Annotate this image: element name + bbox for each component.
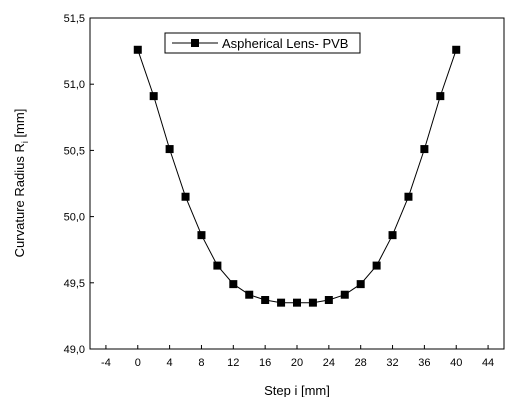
data-point	[436, 92, 445, 101]
y-axis-ticks: 49,0 49,5 50,0 50,5 51,0 51,5	[64, 13, 94, 356]
legend: Aspherical Lens- PVB	[164, 32, 361, 54]
y-axis-title-main: Curvature Radius R	[12, 143, 27, 257]
data-point	[372, 261, 381, 270]
legend-marker	[191, 39, 199, 47]
data-point	[229, 280, 238, 289]
series-line	[137, 49, 457, 304]
y-tick-label: 50,5	[64, 145, 85, 157]
data-point	[261, 296, 270, 305]
data-point	[165, 145, 174, 154]
y-axis-title-subscript: i	[20, 141, 30, 143]
x-tick-label: 32	[386, 357, 398, 369]
x-tick-label: 36	[418, 357, 430, 369]
legend-box	[164, 32, 361, 54]
data-point	[197, 231, 206, 240]
x-tick-label: 8	[198, 357, 204, 369]
x-tick-label: 44	[482, 357, 494, 369]
data-point	[308, 298, 317, 307]
data-point	[324, 296, 333, 305]
data-point	[133, 45, 142, 54]
data-point	[293, 298, 301, 307]
data-point	[388, 231, 397, 240]
y-tick-label: 51,0	[64, 79, 85, 91]
legend-label: Aspherical Lens- PVB	[222, 36, 348, 51]
y-tick-label: 51,5	[64, 13, 85, 25]
data-point	[356, 280, 365, 289]
data-point	[149, 92, 158, 101]
y-axis-title-unit: [mm]	[12, 109, 27, 142]
x-axis-ticks: -4 0 4 8 12 16 20 24 28 32 36 40 44	[101, 345, 494, 369]
x-tick-label: 16	[259, 357, 271, 369]
data-point	[277, 298, 286, 307]
x-tick-label: 12	[227, 357, 239, 369]
y-tick-label: 50,0	[64, 212, 85, 224]
data-point	[404, 192, 413, 201]
x-axis-title: Step i [mm]	[264, 383, 330, 397]
y-axis-title: Curvature Radius Ri [mm]	[12, 109, 30, 258]
x-tick-label: 28	[355, 357, 367, 369]
data-point	[213, 261, 222, 270]
data-point	[420, 145, 429, 154]
data-point	[181, 192, 190, 201]
data-point	[340, 290, 349, 299]
x-tick-label: 24	[323, 357, 335, 369]
data-point	[245, 290, 254, 299]
x-tick-label: 40	[450, 357, 462, 369]
x-tick-label: 20	[291, 357, 303, 369]
series-layer	[133, 45, 461, 307]
data-point	[452, 45, 461, 54]
y-tick-label: 49,5	[64, 278, 85, 290]
x-tick-label: -4	[101, 357, 111, 369]
x-tick-label: 4	[167, 357, 173, 369]
x-tick-label: 0	[135, 357, 141, 369]
y-tick-label: 49,0	[64, 344, 85, 356]
